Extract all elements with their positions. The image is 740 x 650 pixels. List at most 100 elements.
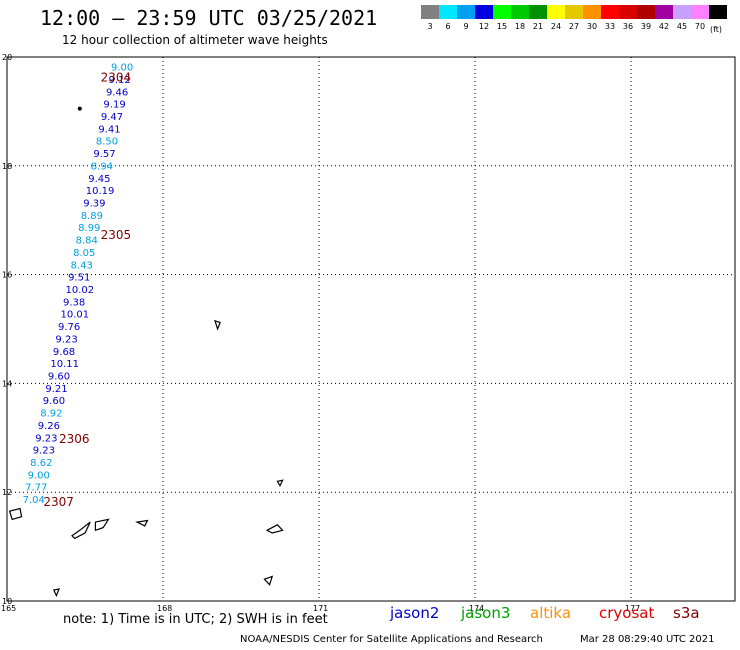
legend-bin: 24	[547, 5, 565, 32]
wave-height-label: 9.60	[48, 372, 70, 383]
satellite-name: altika	[530, 604, 572, 622]
color-scale-legend: 3 6 9 12 15 18 21 24 27 30 33 36 39 42 45 70 (ft)	[421, 5, 727, 34]
longitude-tick-label: 171	[313, 604, 328, 613]
legend-bin: 70	[691, 5, 709, 32]
wave-height-label: 9.51	[68, 273, 90, 284]
legend-bin: 3	[421, 5, 439, 32]
wave-height-label: 9.23	[55, 334, 77, 345]
wave-height-label: 8.92	[40, 409, 62, 420]
legend-swatch	[655, 5, 673, 19]
island-outline	[94, 518, 110, 532]
island-outline	[135, 519, 149, 527]
legend-label: 21	[532, 22, 544, 31]
wave-height-label: 9.60	[43, 396, 65, 407]
wave-height-label: 8.89	[81, 211, 103, 222]
footer-credit: NOAA/NESDIS Center for Satellite Applica…	[240, 634, 543, 645]
island-outline	[276, 479, 284, 487]
wave-height-label: 8.94	[91, 161, 113, 172]
island-outline	[263, 575, 274, 586]
time-label: 2304	[101, 70, 132, 84]
time-label: 2307	[43, 495, 74, 509]
wave-height-label: 9.23	[35, 433, 57, 444]
island-outline	[8, 507, 23, 521]
wave-height-label: 9.23	[33, 446, 55, 457]
legend-label: 6	[445, 22, 451, 31]
wave-height-label: 9.38	[63, 297, 85, 308]
latitude-tick-label: 18	[2, 162, 12, 171]
legend-label: 45	[676, 22, 688, 31]
latitude-tick-label: 10	[2, 597, 12, 606]
legend-swatch	[439, 5, 457, 19]
legend-bin: 18	[511, 5, 529, 32]
map-frame	[6, 56, 736, 602]
legend-bin: 36	[619, 5, 637, 32]
wave-height-label: 7.77	[25, 483, 47, 494]
wave-height-label: 8.50	[96, 137, 118, 148]
legend-bin	[709, 5, 727, 32]
legend-bin: 30	[583, 5, 601, 32]
legend-bin: 6	[439, 5, 457, 32]
legend-bin: 12	[475, 5, 493, 32]
wave-height-label: 9.57	[93, 149, 115, 160]
wave-height-label: 9.41	[98, 124, 120, 135]
legend-label: 42	[658, 22, 670, 31]
legend-swatch	[565, 5, 583, 19]
satellite-name: s3a	[673, 604, 700, 622]
longitude-tick-label: 177	[625, 604, 640, 613]
legend-swatch	[673, 5, 691, 19]
wave-height-label: 9.00	[111, 63, 133, 74]
wave-height-label: 10.11	[50, 359, 79, 370]
legend-swatch	[601, 5, 619, 19]
legend-swatch	[619, 5, 637, 19]
legend-label: 12	[478, 22, 490, 31]
wave-height-label: 10.01	[60, 310, 89, 321]
legend-label: 39	[640, 22, 652, 31]
legend-bin: 27	[565, 5, 583, 32]
satellite-name: jason2	[390, 604, 440, 622]
legend-label: 33	[604, 22, 616, 31]
satellite-name: cryosat	[599, 604, 655, 622]
legend-swatch	[637, 5, 655, 19]
wave-height-label: 9.00	[28, 470, 50, 481]
wave-height-label: 8.05	[73, 248, 95, 259]
legend-bin: 21	[529, 5, 547, 32]
legend-label: 36	[622, 22, 634, 31]
legend-swatch	[457, 5, 475, 19]
latitude-tick-label: 12	[2, 488, 12, 497]
legend-label: 24	[550, 22, 562, 31]
wave-height-label: 9.76	[58, 322, 80, 333]
legend-swatch	[475, 5, 493, 19]
longitude-tick-label: 165	[1, 604, 16, 613]
legend-swatch	[421, 5, 439, 19]
legend-swatch	[529, 5, 547, 19]
wave-height-label: 7.04	[23, 495, 45, 506]
wave-height-label: 9.45	[88, 174, 110, 185]
legend-swatch	[691, 5, 709, 19]
satellite-name: jason3	[461, 604, 511, 622]
track-marker	[77, 106, 82, 111]
legend-bin: 42	[655, 5, 673, 32]
latitude-tick-label: 14	[2, 379, 12, 388]
legend-bin: 9	[457, 5, 475, 32]
legend-bin: 33	[601, 5, 619, 32]
wave-height-label: 10.02	[66, 285, 95, 296]
legend-label: 30	[586, 22, 598, 31]
wave-height-label: 9.46	[106, 87, 128, 98]
longitude-tick-label: 174	[469, 604, 484, 613]
legend-swatch	[583, 5, 601, 19]
latitude-tick-label: 20	[2, 53, 12, 62]
wave-height-label: 8.43	[71, 260, 93, 271]
legend-bin: 39	[637, 5, 655, 32]
island-outline	[265, 524, 284, 534]
legend-swatch	[709, 5, 727, 19]
legend-swatch	[547, 5, 565, 19]
legend-label: 18	[514, 22, 526, 31]
page-title: 12:00 – 23:59 UTC 03/25/2021	[40, 6, 378, 30]
wave-height-label: 8.84	[76, 236, 98, 247]
island-outline	[52, 588, 60, 598]
legend-label: 3	[427, 22, 433, 31]
latitude-tick-label: 16	[2, 271, 12, 280]
legend-bin: 45	[673, 5, 691, 32]
